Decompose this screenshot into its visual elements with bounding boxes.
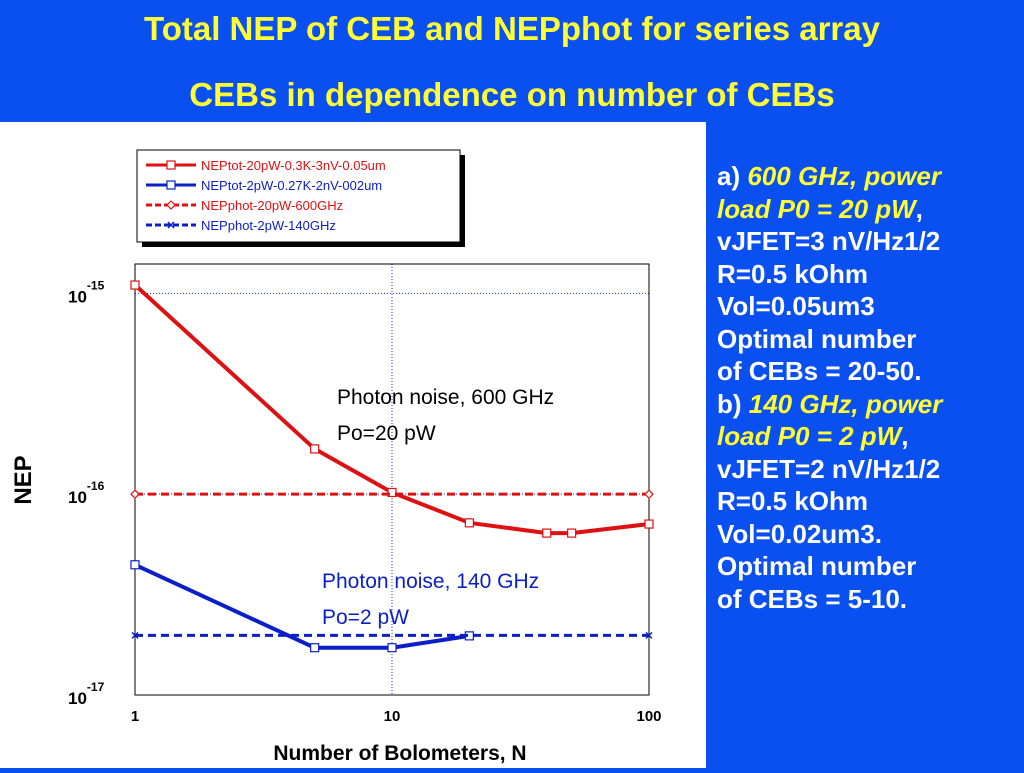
- data-point: [387, 643, 397, 653]
- legend-entry: NEPtot-20pW-0.3K-3nV-0.05um: [146, 158, 386, 173]
- note-a-line-6: Optimal number: [717, 323, 917, 354]
- grid: [135, 264, 649, 695]
- slide-title-line-1: Total NEP of CEB and NEPphot for series …: [144, 10, 880, 47]
- data-point: [644, 519, 654, 529]
- note-b-line-7: of CEBs = 5-10.: [717, 583, 908, 614]
- x-tick-label: 100: [636, 708, 661, 725]
- slide-title-line-2: CEBs in dependence on number of CEBs: [189, 76, 835, 113]
- legend: NEPtot-20pW-0.3K-3nV-0.05um NEPtot-2pW-0.…: [136, 149, 465, 247]
- legend-marker: [166, 180, 176, 190]
- side-notes: a) 600 GHz, power load P0 = 20 pW, vJFET…: [717, 160, 1022, 615]
- y-axis-label: NEP: [10, 455, 37, 504]
- data-point: [310, 643, 320, 653]
- note-b-line-6: Optimal number: [717, 551, 917, 581]
- note-a-line-4: R=0.5 kOhm: [717, 258, 869, 289]
- note-a-line-7: of CEBs = 20-50.: [717, 356, 922, 386]
- series-4: [131, 631, 653, 639]
- y-tick-label: 10-17: [68, 680, 105, 708]
- axis-ticks: 1 10 100 10-15 10-16 10-17: [68, 278, 662, 725]
- x-tick-label: 1: [131, 708, 139, 725]
- note-a-line-5: Vol=0.05um3: [717, 291, 875, 321]
- data-point: [464, 518, 474, 528]
- data-point: [645, 631, 653, 639]
- note-b-line-3: vJFET=2 nV/Hz1/2: [717, 453, 941, 484]
- legend-marker: [167, 221, 175, 229]
- data-point: [542, 528, 552, 538]
- note-a-line-3: vJFET=3 nV/Hz1/2: [717, 226, 941, 256]
- legend-label: NEPtot-20pW-0.3K-3nV-0.05um: [201, 158, 386, 173]
- legend-marker: [166, 200, 176, 210]
- note-b-line-4: R=0.5 kOhm: [717, 486, 869, 516]
- x-tick-label: 10: [384, 708, 401, 725]
- annotation-photon-600: Photon noise, 600 GHz: [337, 386, 554, 409]
- legend-label: NEPtot-2pW-0.27K-2nV-002um: [201, 178, 382, 193]
- data-point: [130, 560, 140, 570]
- annotation-photon-140: Photon noise, 140 GHz: [322, 570, 539, 593]
- legend-entry: NEPphot-20pW-600GHz: [146, 198, 343, 213]
- data-point: [644, 489, 654, 500]
- series-3: [130, 489, 654, 500]
- series-1: [130, 280, 654, 538]
- plot-panel: 1 10 100 10-15 10-16 10-17 Number of Bolomete…: [0, 122, 706, 768]
- data-point: [567, 528, 577, 538]
- legend-marker: [166, 160, 176, 170]
- note-b-line-5: Vol=0.02um3.: [717, 518, 882, 549]
- nep-chart: 1 10 100 10-15 10-16 10-17 Number of Bolomete…: [10, 149, 662, 765]
- data-point: [130, 489, 140, 500]
- plot-frame: [134, 263, 650, 696]
- data-point: [310, 444, 320, 454]
- series-2: [130, 560, 474, 653]
- series-group: [130, 280, 654, 653]
- note-a-line-1: a) 600 GHz, power: [717, 161, 941, 191]
- note-a-line-2: load P0 = 20 pW,: [717, 193, 923, 224]
- series-line: [134, 562, 470, 650]
- y-tick-label: 10-15: [68, 278, 105, 306]
- data-point: [387, 487, 397, 498]
- legend-label: NEPphot-20pW-600GHz: [201, 198, 343, 213]
- note-b-line-1: b) 140 GHz, power: [717, 388, 943, 419]
- annotation-po-2: Po=2 pW: [322, 606, 409, 629]
- data-point: [130, 280, 140, 290]
- legend-label: NEPphot-2pW-140GHz: [201, 218, 336, 233]
- legend-entry: NEPtot-2pW-0.27K-2nV-002um: [146, 178, 382, 193]
- data-point: [131, 631, 139, 639]
- legend-entry: NEPphot-2pW-140GHz: [146, 218, 336, 233]
- annotation-po-20: Po=20 pW: [337, 422, 436, 445]
- y-tick-label: 10-16: [68, 479, 105, 507]
- note-b-line-2: load P0 = 2 pW,: [717, 421, 909, 451]
- x-axis-label: Number of Bolometers, N: [273, 742, 526, 765]
